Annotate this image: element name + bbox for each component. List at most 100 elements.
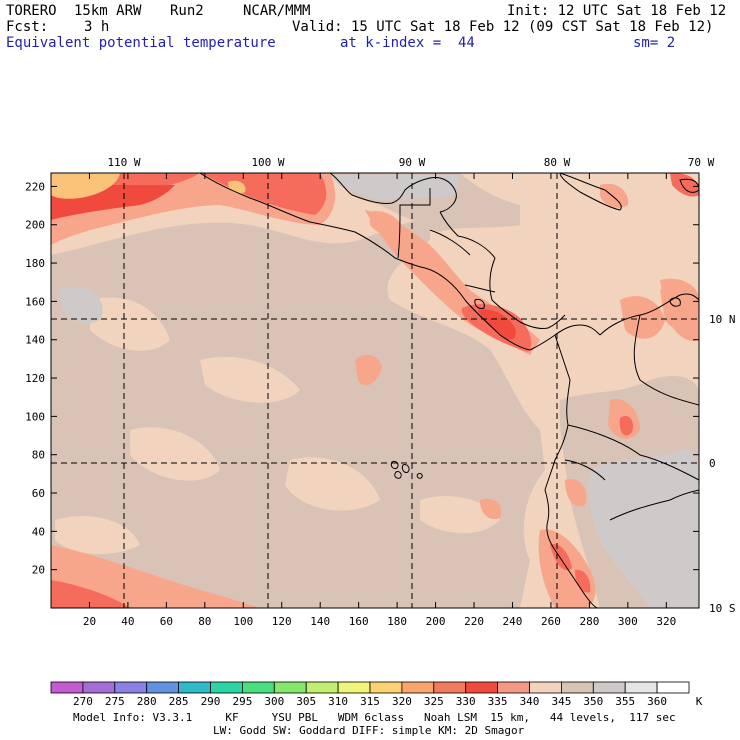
field-band-335-ecuador [565, 479, 587, 507]
colorbar-swatch [114, 681, 148, 694]
lat-label-10s: 10 S [709, 602, 736, 615]
coast-panama [529, 324, 601, 351]
border-nicaragua [464, 284, 496, 293]
x-tick-label: 180 [387, 615, 407, 628]
footer-physics-info: LW: Godd SW: Goddard DIFF: simple KM: 2D… [213, 724, 525, 737]
coast-galapagos [390, 461, 423, 479]
field-patch-tan-6 [55, 516, 140, 555]
border-colombia-peru [567, 424, 699, 481]
colorbar-label: 320 [392, 695, 412, 708]
coast-ecuador-peru [544, 489, 599, 608]
border-ecuador [564, 459, 606, 481]
colorbar-swatch [337, 681, 371, 694]
colorbar-label: 340 [520, 695, 540, 708]
colorbar-swatch [624, 681, 658, 694]
run-label: Run2 [170, 3, 204, 19]
x-tick-label: 60 [160, 615, 173, 628]
y-tick-label: 80 [32, 449, 45, 462]
colorbar-swatch [210, 681, 243, 694]
graticule [51, 173, 699, 608]
colorbar-swatch [305, 681, 339, 694]
colorbar-label: 350 [583, 695, 603, 708]
colorbar-label: 305 [296, 695, 316, 708]
colorbar-swatch [465, 681, 499, 694]
coast-yucatan [439, 211, 496, 259]
x-axis: 20 40 60 80 100 120 140 160 180 200 220 240 260 280 30… [83, 173, 676, 628]
y-tick-label: 100 [25, 410, 45, 423]
colorbar-label: 295 [232, 695, 252, 708]
field-band-330-caribbean [670, 173, 699, 197]
colorbar-swatch [82, 681, 116, 694]
coast-gulf [329, 173, 457, 213]
model-resolution: 15km ARW [74, 3, 142, 19]
colorbar-label: 335 [488, 695, 508, 708]
x-tick-label: 280 [579, 615, 599, 628]
colorbar-swatch [497, 681, 530, 694]
field-band-335-caribbean [600, 183, 629, 208]
field-patch-tan-1 [90, 297, 170, 351]
y-axis: 20 40 60 80 100 120 140 160 180 200 220 [25, 180, 699, 577]
colorbar-swatch [561, 681, 594, 694]
lon-label-70w: 70 W [688, 156, 715, 169]
field-patch-335-coast [480, 498, 502, 520]
y-tick-label: 200 [25, 219, 45, 232]
field-patch-tan-4 [285, 457, 380, 511]
x-tick-label: 140 [310, 615, 330, 628]
x-tick-label: 320 [656, 615, 676, 628]
plot-frame [50, 172, 700, 609]
x-tick-label: 240 [503, 615, 523, 628]
lon-label-80w: 80 W [544, 156, 571, 169]
footer-model-info: Model Info: V3.3.1 KF YSU PBL WDM 6class… [73, 711, 676, 724]
lon-label-90w: 90 W [399, 156, 426, 169]
colorbar-swatch [178, 681, 211, 694]
lon-label-110w: 110 W [107, 156, 140, 169]
x-tick-label: 80 [198, 615, 211, 628]
colorbar-label: 280 [137, 695, 157, 708]
field-patch-335-mexico [370, 211, 405, 236]
field-name: Equivalent potential temperature [6, 35, 276, 51]
field-band-335-colombia [620, 296, 665, 339]
level-label: at k-index = 44 [340, 35, 475, 51]
border-honduras [429, 229, 471, 256]
y-tick-label: 60 [32, 487, 45, 500]
colorbar-swatch [401, 681, 435, 694]
colorbar-label: 285 [169, 695, 189, 708]
border-guatemala [397, 188, 431, 259]
colorbar-swatch [656, 681, 690, 694]
field-band-325-costa-rica [478, 309, 516, 340]
lat-label-0: 0 [709, 457, 716, 470]
field-patch-tan-5 [420, 496, 500, 534]
coast-venezuela-islands [669, 297, 681, 307]
colorbar-unit: K [696, 695, 703, 708]
colorbar-label: 355 [615, 695, 635, 708]
field-band-330-south [51, 580, 130, 608]
x-tick-label: 120 [272, 615, 292, 628]
y-tick-label: 40 [32, 525, 45, 538]
forecast-label: Fcst: [6, 19, 49, 35]
colorbar-label: 360 [647, 695, 667, 708]
coast-central-america-caribbean [489, 257, 566, 329]
colorbar-swatch [433, 681, 467, 694]
x-tick-label: 220 [464, 615, 484, 628]
colorbar-swatch [241, 681, 275, 694]
colorbar-label: 315 [360, 695, 380, 708]
colorbar-label: 270 [73, 695, 93, 708]
colorbar-swatch [529, 681, 562, 694]
coast-lake-nicaragua [474, 299, 485, 309]
smoothing-label: sm= 2 [633, 35, 676, 51]
x-tick-label: 200 [426, 615, 446, 628]
forecast-value: 3 h [84, 19, 110, 35]
coast-caribbean-sa [599, 293, 699, 336]
x-tick-label: 20 [83, 615, 96, 628]
field-band-320-north [51, 173, 120, 199]
x-tick-label: 40 [121, 615, 134, 628]
x-tick-label: 300 [618, 615, 638, 628]
lon-label-100w: 100 W [251, 156, 284, 169]
y-tick-label: 180 [25, 257, 45, 270]
colorbar-swatch [273, 681, 307, 694]
lat-label-10n: 10 N [709, 313, 736, 326]
colorbar-swatch [50, 681, 84, 694]
border-peru-brazil [609, 489, 699, 521]
org-label: NCAR/MMM [243, 3, 311, 19]
